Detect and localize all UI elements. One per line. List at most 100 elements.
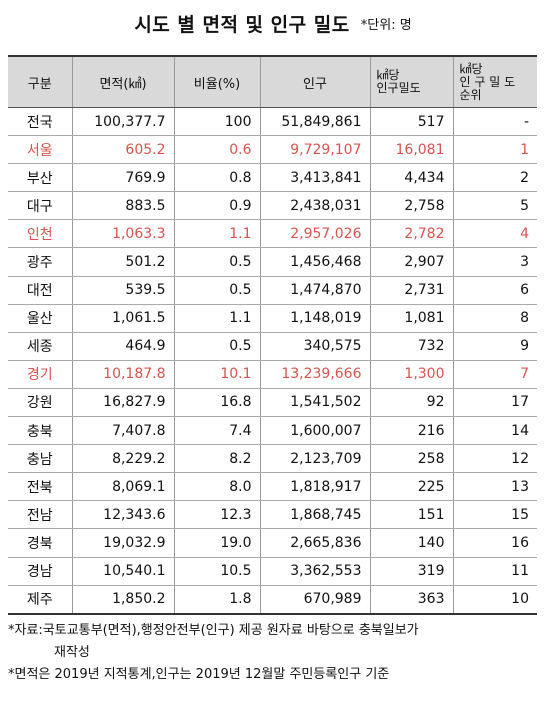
cell-ratio: 0.8 bbox=[173, 163, 260, 193]
cell-density: 363 bbox=[369, 585, 453, 615]
cell-region: 경북 bbox=[8, 528, 72, 558]
cell-ratio: 1.1 bbox=[173, 304, 260, 333]
cell-density: 2,731 bbox=[369, 276, 453, 305]
cell-population: 2,957,026 bbox=[259, 219, 370, 249]
cell-region: 강원 bbox=[8, 388, 72, 418]
table-row: 광주 501.2 0.5 1,456,468 2,907 3 bbox=[8, 247, 537, 277]
page-title-block: 시도 별 면적 및 인구 밀도 *단위: 명 bbox=[0, 10, 546, 37]
cell-ratio: 12.3 bbox=[173, 500, 260, 530]
cell-ratio: 1.8 bbox=[173, 585, 260, 615]
table-row: 전북 8,069.1 8.0 1,818,917 225 13 bbox=[8, 472, 537, 502]
cell-rank: 2 bbox=[452, 163, 537, 193]
cell-population: 51,849,861 bbox=[259, 107, 370, 137]
cell-rank: 10 bbox=[452, 585, 537, 615]
cell-area: 8,069.1 bbox=[71, 472, 174, 502]
table-row: 전국 100,377.7 100 51,849,861 517- bbox=[8, 107, 537, 137]
cell-rank: - bbox=[452, 107, 537, 137]
cell-ratio: 0.9 bbox=[173, 191, 260, 221]
cell-density: 1,081 bbox=[369, 304, 453, 333]
header-rank-line3: 순위 bbox=[459, 87, 482, 102]
cell-region: 세종 bbox=[8, 332, 72, 361]
cell-region: 광주 bbox=[8, 247, 72, 277]
cell-area: 769.9 bbox=[71, 163, 174, 193]
header-row: 구분 면적(㎢) 비율(%) 인구 ㎢당 인구밀도 ㎢당 인 구 밀 도 순위 bbox=[8, 55, 537, 108]
cell-ratio: 0.5 bbox=[173, 332, 260, 361]
cell-region: 인천 bbox=[8, 219, 72, 249]
cell-region: 서울 bbox=[8, 135, 72, 165]
table-row: 충남 8,229.2 8.2 2,123,709 258 12 bbox=[8, 444, 537, 474]
table-row: 서울 605.2 0.6 9,729,107 16,081 1 bbox=[8, 135, 537, 165]
cell-population: 1,868,745 bbox=[259, 500, 370, 530]
cell-area: 8,229.2 bbox=[71, 444, 174, 474]
header-density: ㎢당 인구밀도 bbox=[369, 55, 453, 108]
cell-population: 340,575 bbox=[259, 332, 370, 361]
cell-region: 전남 bbox=[8, 500, 72, 530]
cell-population: 670,989 bbox=[259, 585, 370, 615]
cell-ratio: 1.1 bbox=[173, 219, 260, 249]
cell-region: 충남 bbox=[8, 444, 72, 474]
cell-rank: 3 bbox=[452, 247, 537, 277]
header-area: 면적(㎢) bbox=[71, 55, 174, 108]
cell-ratio: 8.2 bbox=[173, 444, 260, 474]
cell-ratio: 0.5 bbox=[173, 247, 260, 277]
header-population: 인구 bbox=[259, 55, 370, 108]
page-title: 시도 별 면적 및 인구 밀도 bbox=[134, 14, 350, 36]
cell-population: 1,148,019 bbox=[259, 304, 370, 333]
cell-density: 140 bbox=[369, 528, 453, 558]
unit-note: *단위: 명 bbox=[360, 18, 412, 33]
table-row: 전남 12,343.6 12.3 1,868,745 151 15 bbox=[8, 500, 537, 530]
table-row: 대전 539.5 0.5 1,474,870 2,731 6 bbox=[8, 276, 537, 305]
header-rank: ㎢당 인 구 밀 도 순위 bbox=[452, 55, 537, 108]
cell-density: 517 bbox=[369, 107, 453, 137]
cell-rank: 11 bbox=[452, 557, 537, 586]
table-row: 경남 10,540.1 10.5 3,362,553 319 11 bbox=[8, 557, 537, 586]
cell-density: 216 bbox=[369, 416, 453, 446]
cell-area: 1,850.2 bbox=[71, 585, 174, 615]
table-row: 울산 1,061.5 1.1 1,148,019 1,081 8 bbox=[8, 304, 537, 333]
cell-population: 13,239,666 bbox=[259, 360, 370, 389]
cell-rank: 13 bbox=[452, 472, 537, 502]
cell-rank: 1 bbox=[452, 135, 537, 165]
header-rank-line1: ㎢당 bbox=[459, 61, 483, 76]
cell-area: 7,407.8 bbox=[71, 416, 174, 446]
cell-density: 1,300 bbox=[369, 360, 453, 389]
cell-area: 464.9 bbox=[71, 332, 174, 361]
cell-area: 1,061.5 bbox=[71, 304, 174, 333]
cell-population: 3,413,841 bbox=[259, 163, 370, 193]
cell-region: 전북 bbox=[8, 472, 72, 502]
cell-area: 883.5 bbox=[71, 191, 174, 221]
cell-rank: 9 bbox=[452, 332, 537, 361]
cell-density: 319 bbox=[369, 557, 453, 586]
cell-population: 1,600,007 bbox=[259, 416, 370, 446]
cell-area: 10,540.1 bbox=[71, 557, 174, 586]
cell-ratio: 8.0 bbox=[173, 472, 260, 502]
cell-rank: 14 bbox=[452, 416, 537, 446]
cell-region: 경기 bbox=[8, 360, 72, 389]
cell-ratio: 16.8 bbox=[173, 388, 260, 418]
cell-area: 16,827.9 bbox=[71, 388, 174, 418]
cell-rank: 15 bbox=[452, 500, 537, 530]
cell-rank: 4 bbox=[452, 219, 537, 249]
cell-population: 2,438,031 bbox=[259, 191, 370, 221]
density-table: 구분 면적(㎢) 비율(%) 인구 ㎢당 인구밀도 ㎢당 인 구 밀 도 순위 … bbox=[8, 55, 537, 615]
cell-density: 16,081 bbox=[369, 135, 453, 165]
table-row: 경북 19,032.9 19.0 2,665,836 140 16 bbox=[8, 528, 537, 558]
cell-density: 258 bbox=[369, 444, 453, 474]
cell-ratio: 7.4 bbox=[173, 416, 260, 446]
cell-ratio: 10.5 bbox=[173, 557, 260, 586]
cell-density: 225 bbox=[369, 472, 453, 502]
cell-region: 부산 bbox=[8, 163, 72, 193]
cell-rank: 17 bbox=[452, 388, 537, 418]
table-row: 인천 1,063.3 1.1 2,957,026 2,782 4 bbox=[8, 219, 537, 249]
cell-population: 9,729,107 bbox=[259, 135, 370, 165]
cell-region: 경남 bbox=[8, 557, 72, 586]
cell-population: 1,456,468 bbox=[259, 247, 370, 277]
cell-density: 2,782 bbox=[369, 219, 453, 249]
table-row: 충북 7,407.8 7.4 1,600,007 216 14 bbox=[8, 416, 537, 446]
header-density-line2: 인구밀도 bbox=[376, 81, 421, 95]
cell-ratio: 0.6 bbox=[173, 135, 260, 165]
cell-population: 1,474,870 bbox=[259, 276, 370, 305]
table-body: 전국 100,377.7 100 51,849,861 517- 서울 605.2 0.6 9,… bbox=[8, 107, 537, 615]
cell-density: 732 bbox=[369, 332, 453, 361]
cell-rank: 7 bbox=[452, 360, 537, 389]
